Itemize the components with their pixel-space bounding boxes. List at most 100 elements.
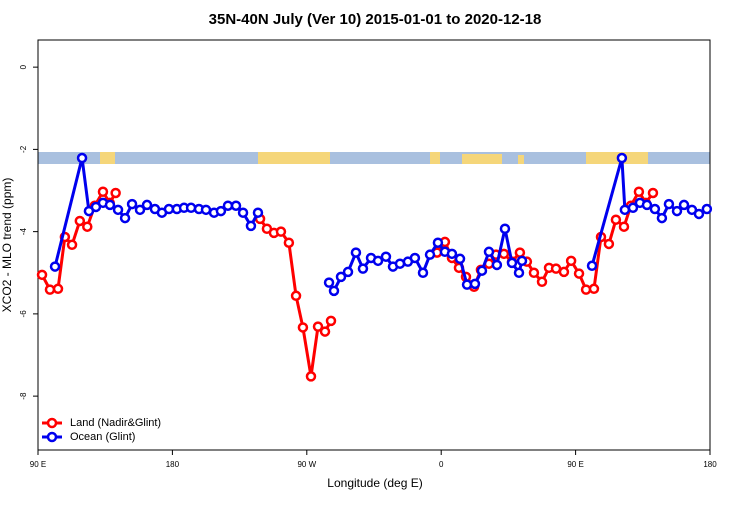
legend-swatch — [46, 417, 58, 429]
data-point — [342, 266, 354, 278]
data-point — [424, 249, 436, 260]
data-point — [36, 269, 48, 281]
legend-label: Ocean (Glint) — [70, 431, 135, 443]
y-tick-label: -2 — [19, 145, 28, 153]
data-point — [454, 253, 466, 265]
data-point — [66, 239, 78, 251]
data-point — [119, 212, 131, 224]
x-tick-label: 0 — [439, 460, 444, 469]
data-point — [82, 221, 93, 232]
data-point — [230, 200, 242, 211]
data-point — [656, 212, 668, 224]
data-point — [380, 251, 392, 262]
data-point — [506, 257, 518, 269]
land-mask-strip — [38, 152, 710, 164]
data-point — [618, 221, 630, 232]
data-point — [469, 278, 481, 290]
chart-title: 35N-40N July (Ver 10) 2015-01-01 to 2020… — [209, 11, 542, 28]
data-point — [663, 198, 675, 210]
legend — [40, 414, 190, 446]
y-tick-label: -4 — [19, 228, 28, 236]
data-point — [290, 290, 302, 302]
data-point — [610, 214, 622, 225]
data-point — [565, 255, 577, 267]
data-point — [283, 237, 295, 248]
data-point — [647, 187, 659, 199]
x-tick-label: 180 — [703, 460, 717, 469]
data-point — [588, 283, 600, 295]
data-point — [573, 268, 585, 279]
y-tick-label: -8 — [19, 392, 28, 400]
data-point — [558, 266, 570, 278]
data-point — [409, 252, 421, 264]
y-axis-label: XCO2 - MLO trend (ppm) — [0, 178, 14, 313]
data-point — [319, 326, 331, 337]
data-point — [491, 259, 503, 271]
data-point — [514, 247, 526, 258]
y-tick-label: 0 — [19, 64, 28, 69]
data-point — [372, 255, 384, 267]
data-point — [476, 265, 488, 276]
plot-frame — [37, 39, 711, 451]
data-point — [536, 276, 548, 288]
data-point — [323, 277, 335, 288]
data-point — [44, 284, 56, 295]
data-point — [141, 199, 153, 211]
data-point — [200, 204, 212, 216]
data-point — [357, 263, 369, 274]
y-tick-label: -6 — [19, 310, 28, 318]
data-point — [104, 199, 116, 211]
data-point — [126, 198, 138, 210]
data-point — [305, 371, 317, 382]
data-point — [185, 202, 197, 214]
data-point — [513, 267, 525, 279]
data-point — [641, 199, 653, 211]
data-point — [417, 267, 429, 279]
data-point — [297, 322, 309, 333]
data-point — [134, 204, 146, 216]
data-point — [237, 207, 249, 218]
data-point — [671, 205, 683, 217]
x-tick-label: 90 E — [567, 460, 583, 469]
data-point — [528, 267, 540, 279]
data-point — [603, 238, 615, 250]
data-point — [97, 186, 109, 197]
x-tick-label: 180 — [166, 460, 180, 469]
data-point — [215, 205, 227, 217]
data-point — [693, 208, 705, 220]
data-point — [483, 246, 495, 258]
data-point — [245, 220, 257, 232]
legend-swatch — [46, 431, 58, 443]
data-point — [325, 315, 337, 327]
data-point — [112, 204, 124, 216]
data-point — [701, 203, 713, 215]
data-point — [633, 186, 645, 197]
data-point — [350, 247, 362, 258]
data-point — [649, 203, 661, 215]
data-point — [222, 200, 234, 211]
data-point — [328, 285, 340, 297]
data-point — [586, 260, 598, 272]
data-point — [252, 207, 264, 218]
data-point — [52, 283, 64, 295]
x-tick-label: 90 W — [297, 460, 316, 469]
data-point — [335, 271, 347, 283]
x-tick-label: 90 E — [30, 460, 46, 469]
data-point — [76, 152, 88, 164]
data-point — [619, 204, 631, 216]
x-axis-label: Longitude (deg E) — [327, 476, 422, 490]
data-point — [110, 187, 121, 199]
data-point — [627, 202, 639, 214]
data-point — [312, 321, 324, 332]
data-point — [516, 255, 528, 267]
data-point — [49, 261, 61, 272]
data-point — [275, 226, 287, 237]
data-point — [616, 152, 628, 164]
data-point — [432, 237, 444, 248]
data-point — [678, 199, 690, 211]
legend-label: Land (Nadir&Glint) — [70, 417, 161, 429]
data-point — [446, 248, 458, 260]
data-point — [74, 215, 86, 227]
data-point — [499, 223, 511, 235]
